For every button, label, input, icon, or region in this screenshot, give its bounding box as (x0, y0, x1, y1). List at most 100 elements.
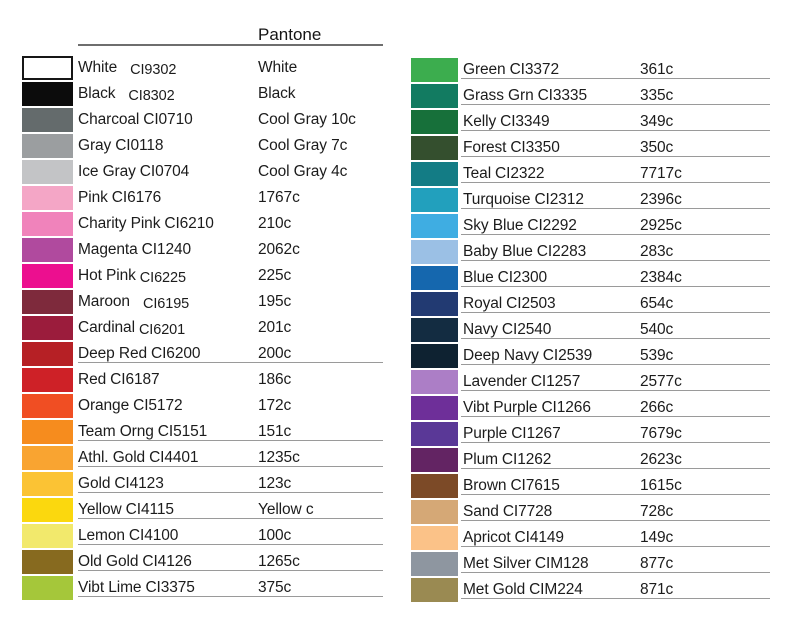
row-divider-line (461, 156, 770, 157)
color-ci-code: CI2540 (501, 321, 552, 338)
pantone-value: 149c (640, 529, 674, 546)
color-name: Red (78, 371, 107, 388)
row-divider-line (461, 546, 770, 547)
row-divider-line (461, 390, 770, 391)
color-name-and-code: Sky Blue CI2292 (463, 213, 577, 239)
color-row: Turquoise CI2312 2396c (411, 187, 770, 213)
row-divider-line (78, 440, 383, 441)
color-ci-code: CI4126 (142, 553, 192, 570)
color-ci-code: CI5172 (133, 397, 183, 414)
pantone-value: 266c (640, 399, 674, 416)
color-name: Gray (78, 137, 112, 154)
color-swatch (411, 188, 458, 212)
color-swatch (411, 136, 458, 160)
pantone-value: 349c (640, 113, 674, 130)
color-ci-code: CI6187 (110, 371, 160, 388)
color-name: Charcoal (78, 111, 140, 128)
color-row: Apricot CI4149 149c (411, 525, 770, 551)
color-ci-code: CI2539 (542, 347, 593, 364)
color-row: White CI9302 White (22, 55, 383, 81)
pantone-value: 654c (640, 295, 674, 312)
color-name-and-code: Old Gold CI4126 (78, 549, 192, 575)
row-divider-line (78, 544, 383, 545)
color-swatch (411, 84, 458, 108)
color-name-and-code: Navy CI2540 (463, 317, 551, 343)
color-ci-code: CI2322 (495, 165, 545, 182)
row-divider-line (461, 598, 770, 599)
color-ci-code: CIM224 (529, 581, 583, 598)
color-name-and-code: Charcoal CI0710 (78, 107, 193, 133)
pantone-value: 1235c (258, 449, 300, 466)
color-row: Pink CI6176 1767c (22, 185, 383, 211)
color-ci-code: CI1240 (141, 241, 192, 258)
color-name: Blue (463, 269, 494, 286)
pantone-value: 151c (258, 423, 292, 440)
pantone-value: 728c (640, 503, 674, 520)
pantone-value: 186c (258, 371, 292, 388)
pantone-value: 539c (640, 347, 674, 364)
row-divider-line (78, 518, 383, 519)
color-ci-code: CI2503 (506, 295, 556, 312)
color-swatch (22, 420, 73, 444)
color-ci-code: CI9302 (130, 62, 177, 78)
row-divider-line (461, 104, 770, 105)
row-divider-line (461, 208, 770, 209)
row-divider-line (461, 182, 770, 183)
color-row: Team Orng CI5151 151c (22, 419, 383, 445)
pantone-header-line (78, 44, 383, 46)
color-row: Athl. Gold CI4401 1235c (22, 445, 383, 471)
color-ci-code: CI2292 (527, 217, 577, 234)
color-name-and-code: Kelly CI3349 (463, 109, 550, 135)
color-name-and-code: Grass Grn CI3335 (463, 83, 587, 109)
row-divider-line (461, 130, 770, 131)
color-name-and-code: Hot Pink CI6225 (78, 263, 186, 289)
pantone-value: 871c (640, 581, 674, 598)
pantone-value: Cool Gray 7c (258, 137, 348, 154)
color-name: Yellow (78, 501, 122, 518)
color-row: Blue CI2300 2384c (411, 265, 770, 291)
color-swatch (22, 342, 73, 366)
color-ci-code: CI6176 (111, 189, 162, 206)
row-divider-line (461, 416, 770, 417)
color-ci-code: CI1266 (541, 399, 591, 416)
color-swatch (411, 552, 458, 576)
color-swatch (411, 474, 458, 498)
color-name: Turquoise (463, 191, 531, 208)
color-ci-code: CI2283 (536, 243, 587, 260)
color-row: Vibt Purple CI1266 266c (411, 395, 770, 421)
color-name-and-code: Forest CI3350 (463, 135, 560, 161)
pantone-value: 123c (258, 475, 292, 492)
color-swatch (411, 344, 458, 368)
color-ci-code: CI0704 (139, 163, 190, 180)
pantone-value: 200c (258, 345, 292, 362)
color-row: Brown CI7615 1615c (411, 473, 770, 499)
color-swatch (22, 212, 73, 236)
color-swatch (411, 58, 458, 82)
color-name: Pink (78, 189, 108, 206)
color-swatch (411, 396, 458, 420)
pantone-value: 375c (258, 579, 292, 596)
row-divider-line (78, 362, 383, 363)
color-name: Kelly (463, 113, 497, 130)
color-name-and-code: Pink CI6176 (78, 185, 161, 211)
row-divider-line (461, 364, 770, 365)
row-divider-line (78, 596, 383, 597)
color-swatch (22, 290, 73, 314)
color-ci-code: CI7728 (502, 503, 553, 520)
color-ci-code: CI3349 (500, 113, 550, 130)
color-swatch (411, 110, 458, 134)
pantone-value: 361c (640, 61, 674, 78)
color-row: Gray CI0118 Cool Gray 7c (22, 133, 383, 159)
color-name-and-code: Vibt Purple CI1266 (463, 395, 591, 421)
pantone-value: 195c (258, 293, 292, 310)
pantone-value: 172c (258, 397, 292, 414)
pantone-value: 2384c (640, 269, 682, 286)
color-row: Sand CI7728 728c (411, 499, 770, 525)
color-name: Black (78, 85, 116, 102)
color-name-and-code: Charity Pink CI6210 (78, 211, 214, 237)
color-name: Vibt Purple (463, 399, 538, 416)
color-name: Grass Grn (463, 87, 534, 104)
color-name-and-code: Met Silver CIM128 (463, 551, 589, 577)
color-ci-code: CI6201 (138, 322, 186, 338)
color-name: Royal (463, 295, 503, 312)
